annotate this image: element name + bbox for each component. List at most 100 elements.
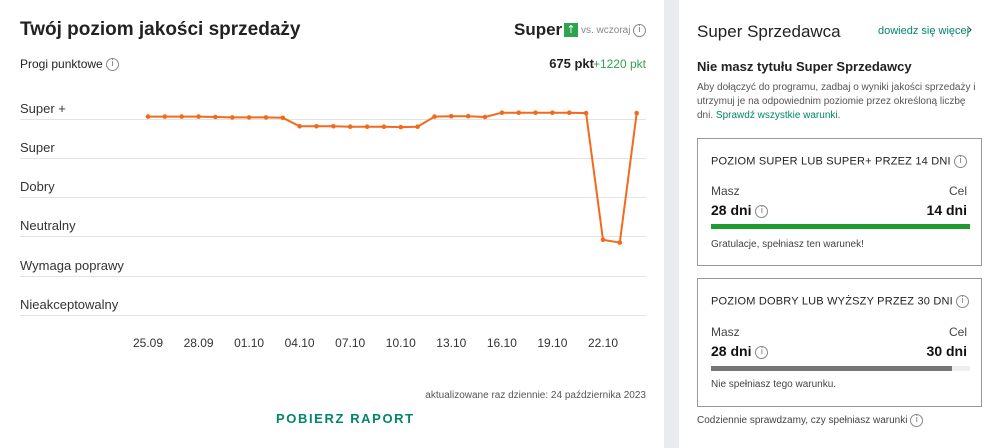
data-point[interactable] [516, 110, 521, 115]
data-point[interactable] [465, 113, 471, 119]
data-point[interactable] [415, 124, 420, 129]
data-point[interactable] [600, 237, 606, 243]
level-label-wymaga-poprawy: Wymaga poprawy [20, 258, 124, 273]
data-point[interactable] [196, 114, 201, 119]
card-header-text: POZIOM SUPER LUB SUPER+ PRZEZ 14 DNI [711, 155, 951, 168]
have-label: Masz [711, 184, 740, 198]
have-value: 28 dni i [711, 202, 769, 218]
data-point[interactable] [314, 124, 319, 129]
progress-fill [711, 366, 952, 371]
gridline [20, 315, 646, 316]
goal-label: Cel [948, 184, 967, 198]
vs-label: vs. wczoraj [581, 25, 631, 36]
info-icon[interactable]: i [755, 204, 769, 218]
have-value-text: 28 dni [711, 343, 752, 359]
super-seller-panel: Super Sprzedawca dowiedz się więcej › Ni… [679, 0, 999, 448]
progress-bar [711, 366, 970, 371]
data-point[interactable] [364, 124, 370, 129]
info-icon[interactable]: i [106, 58, 119, 71]
x-tick-label: 16.10 [487, 336, 517, 350]
x-tick-label: 04.10 [285, 336, 315, 350]
chevron-right-icon[interactable]: › [967, 22, 973, 38]
desc-line-2: utrzymuj je na odpowiednim poziomie prze… [697, 96, 966, 107]
gridline [20, 276, 646, 277]
data-point[interactable] [179, 114, 184, 119]
data-point[interactable] [347, 124, 353, 129]
info-icon[interactable]: i [954, 155, 968, 168]
data-point[interactable] [550, 110, 555, 115]
level-label-super-plus: Super + [20, 101, 66, 116]
goal-label: Cel [948, 325, 967, 339]
level-label-super: Super [20, 140, 55, 155]
data-point[interactable] [230, 115, 235, 120]
check-conditions-link[interactable]: Sprawdź wszystkie warunki [715, 110, 838, 121]
download-report-button[interactable]: POBIERZ RAPORT [276, 411, 415, 426]
progress-bar [711, 224, 970, 229]
level-label-dobry: Dobry [20, 179, 55, 194]
learn-more-link[interactable]: dowiedz się więcej [878, 25, 970, 37]
data-point[interactable] [398, 124, 404, 130]
data-point[interactable] [583, 110, 589, 116]
data-point[interactable] [617, 240, 623, 245]
points-value: 675 pkt [549, 56, 594, 71]
x-tick-label: 19.10 [537, 336, 567, 350]
data-point[interactable] [634, 110, 639, 116]
level-label-neutralny: Neutralny [20, 218, 76, 233]
panel-title: Twój poziom jakości sprzedaży [20, 19, 301, 40]
data-point[interactable] [449, 113, 454, 119]
card-header: POZIOM SUPER LUB SUPER+ PRZEZ 14 DNI i [711, 155, 968, 168]
data-point[interactable] [297, 124, 302, 129]
data-point[interactable] [263, 115, 269, 120]
card-header: POZIOM DOBRY LUB WYŻSZY PRZEZ 30 DNI i [711, 295, 970, 308]
thresholds-label: Progi punktowe [20, 57, 103, 71]
desc-end: . [837, 110, 841, 121]
goal-value: 14 dni [926, 202, 967, 218]
data-point[interactable] [213, 114, 218, 120]
gridline [20, 197, 646, 198]
have-label: Masz [711, 325, 740, 339]
info-icon[interactable]: i [633, 24, 646, 37]
super-seller-title: Super Sprzedawca [697, 22, 841, 41]
data-point[interactable] [482, 114, 488, 120]
x-tick-label: 01.10 [234, 336, 264, 350]
have-value-text: 28 dni [711, 202, 752, 218]
x-tick-label: 13.10 [436, 336, 466, 350]
data-point[interactable] [499, 110, 505, 115]
data-point[interactable] [162, 114, 168, 119]
quality-level: Super [514, 20, 563, 39]
info-icon[interactable]: i [755, 345, 769, 359]
updated-note: aktualizowane raz dziennie: 24 październ… [425, 390, 646, 401]
info-icon[interactable]: i [910, 414, 924, 427]
quality-line-chart: 25.09 28.09 01.10 04.10 07.10 10.10 13.10 16.10… [133, 110, 639, 350]
data-point[interactable] [331, 124, 336, 129]
x-tick-label: 07.10 [335, 336, 365, 350]
data-point[interactable] [533, 110, 538, 115]
goal-value: 30 dni [926, 343, 967, 359]
info-icon[interactable]: i [956, 295, 970, 308]
gridline [20, 158, 646, 159]
desc-text: dni. [697, 110, 714, 121]
data-point[interactable] [246, 115, 252, 120]
data-point[interactable] [145, 114, 151, 119]
series-line [148, 111, 638, 244]
arrow-up-icon: ↑ [564, 23, 578, 37]
data-point[interactable] [432, 114, 437, 119]
data-point[interactable] [567, 110, 572, 115]
data-point[interactable] [280, 115, 286, 121]
desc-line-1: Aby dołączyć do programu, zadbaj o wynik… [697, 82, 976, 93]
desc-line-3: dni. Sprawdź wszystkie warunki. [697, 110, 840, 121]
condition-note: Gratulacje, spełniasz ten warunek! [711, 239, 864, 250]
level-label-nieakceptowalny: Nieakceptowalny [20, 297, 119, 312]
data-point[interactable] [381, 124, 387, 129]
quality-panel: Twój poziom jakości sprzedaży Super ↑ vs… [0, 0, 664, 448]
status-subtitle: Nie masz tytułu Super Sprzedawcy [697, 59, 912, 74]
progress-fill [711, 224, 970, 229]
footer-note: Codziennie sprawdzamy, czy spełniasz war… [697, 414, 924, 427]
card-header-text: POZIOM DOBRY LUB WYŻSZY PRZEZ 30 DNI [711, 295, 953, 308]
footer-text: Codziennie sprawdzamy, czy spełniasz war… [697, 415, 908, 427]
condition-card-dobry: POZIOM DOBRY LUB WYŻSZY PRZEZ 30 DNI i M… [697, 278, 982, 407]
gridline [20, 119, 646, 120]
condition-card-super: POZIOM SUPER LUB SUPER+ PRZEZ 14 DNI i M… [697, 138, 982, 266]
have-value: 28 dni i [711, 343, 769, 359]
x-tick-label: 10.10 [386, 336, 416, 350]
